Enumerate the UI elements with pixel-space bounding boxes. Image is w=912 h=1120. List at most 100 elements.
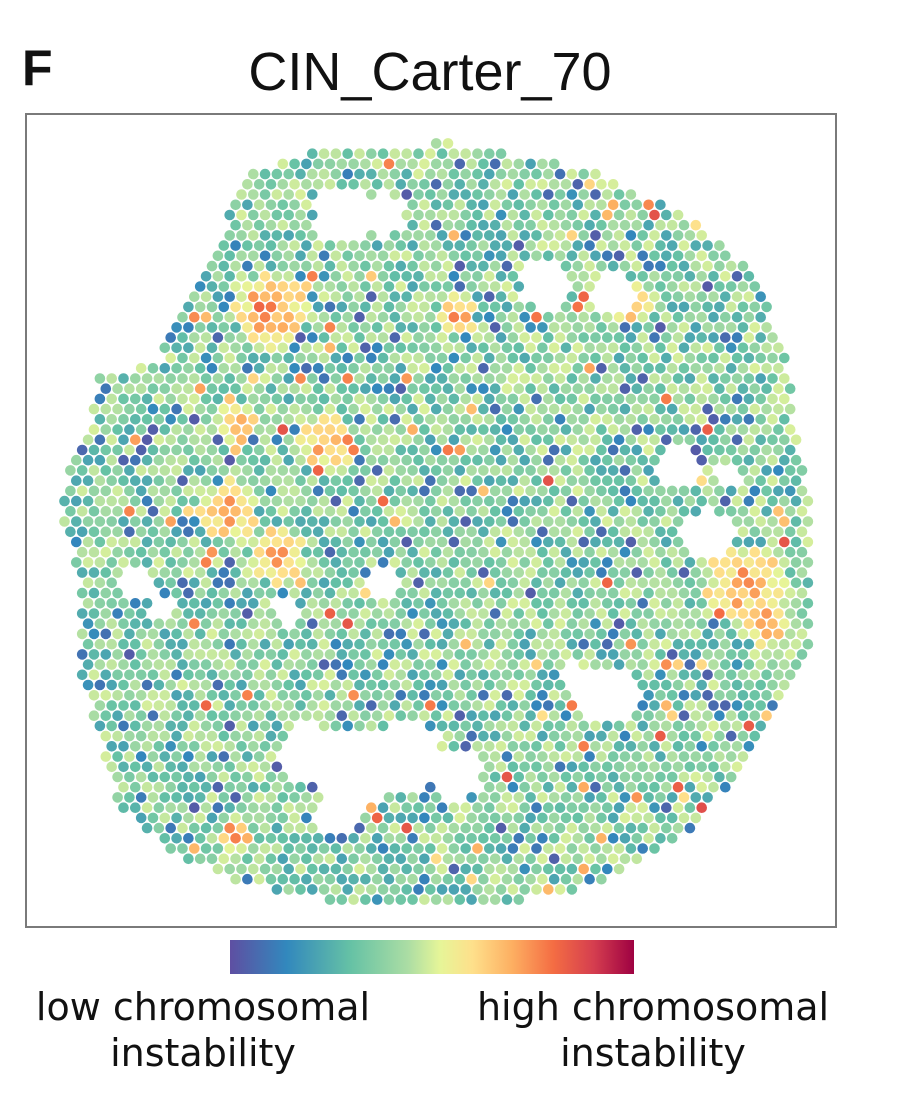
spot-3065 xyxy=(484,761,495,773)
spot-2916 xyxy=(637,720,648,732)
spot-140 xyxy=(301,199,312,211)
spot-3145 xyxy=(519,781,530,793)
spot-2512 xyxy=(407,649,418,660)
spot-3286 xyxy=(572,812,584,824)
spot-423 xyxy=(625,271,637,282)
spot-1148 xyxy=(519,414,530,425)
spot-2832 xyxy=(218,710,230,721)
spot-2371 xyxy=(206,628,218,640)
spot-2246 xyxy=(135,608,147,619)
spot-1407 xyxy=(767,454,778,466)
spot-2260 xyxy=(348,608,359,619)
spot-1412 xyxy=(88,465,100,476)
spot-2801 xyxy=(484,700,495,711)
spot-1147 xyxy=(507,414,519,425)
spot-541 xyxy=(478,301,489,313)
spot-2471 xyxy=(661,638,672,650)
spot-1001 xyxy=(189,393,200,405)
spot-683 xyxy=(413,332,424,343)
spot-630 xyxy=(395,322,407,333)
spot-2747 xyxy=(466,690,477,701)
spot-3043 xyxy=(666,751,678,762)
spot-2894 xyxy=(342,720,354,732)
spot-1296 xyxy=(124,444,135,456)
spot-936 xyxy=(124,383,135,395)
spot-2428 xyxy=(153,638,165,650)
spot-3186 xyxy=(466,792,477,803)
spot-1060 xyxy=(183,403,194,415)
spot-2847 xyxy=(395,710,407,721)
spot-1292 xyxy=(76,444,88,456)
spot-3360 xyxy=(383,833,395,844)
spot-930 xyxy=(743,373,755,384)
spot-2564 xyxy=(295,659,306,670)
spot-2212 xyxy=(472,598,483,609)
spot-1113 xyxy=(106,414,117,425)
spot-497 xyxy=(448,291,460,302)
spot-3314 xyxy=(377,822,389,834)
spot-2570 xyxy=(366,659,377,670)
spot-2367 xyxy=(159,628,171,640)
spot-2569 xyxy=(354,659,365,670)
spot-2956 xyxy=(596,730,607,742)
spot-1563 xyxy=(525,485,536,497)
spot-991 xyxy=(773,383,784,395)
spot-674 xyxy=(307,332,318,343)
spot-1164 xyxy=(708,414,719,425)
spot-3471 xyxy=(271,863,283,875)
spot-1263 xyxy=(460,434,472,446)
spot-908 xyxy=(484,373,495,384)
spot-1841 xyxy=(189,536,200,548)
spot-3538 xyxy=(330,884,342,895)
spot-2424 xyxy=(106,638,117,650)
spot-1154 xyxy=(590,414,601,425)
spot-1115 xyxy=(130,414,141,425)
spot-1702 xyxy=(666,506,678,517)
spot-1204 xyxy=(478,424,489,435)
spot-841 xyxy=(383,363,395,374)
spot-1590 xyxy=(94,495,106,507)
spot-1071 xyxy=(312,403,324,415)
spot-606 xyxy=(708,311,719,323)
spot-1765 xyxy=(672,516,684,527)
spot-993 xyxy=(94,393,106,405)
spot-746 xyxy=(537,342,548,354)
spot-2144 xyxy=(324,587,336,599)
spot-887 xyxy=(236,373,247,384)
spot-2216 xyxy=(519,598,530,609)
spot-2154 xyxy=(466,587,477,599)
spot-2284 xyxy=(631,608,643,619)
spot-1047 xyxy=(731,393,743,405)
spot-3218 xyxy=(248,802,259,813)
spot-3558 xyxy=(566,884,578,895)
spot-2709 xyxy=(720,679,731,691)
spot-2149 xyxy=(407,587,418,599)
spot-93 xyxy=(478,179,489,190)
spot-2977 xyxy=(189,741,200,752)
spot-1926 xyxy=(501,546,513,558)
spot-1223 xyxy=(702,424,713,435)
spot-158 xyxy=(607,199,619,211)
spot-3497 xyxy=(578,863,589,875)
spot-2504 xyxy=(312,649,324,660)
spot-2789 xyxy=(342,700,354,711)
spot-3210 xyxy=(153,802,165,813)
spot-1898 xyxy=(171,546,182,558)
spot-3531 xyxy=(584,873,595,885)
spot-2411 xyxy=(678,628,690,640)
spot-1671 xyxy=(301,506,312,517)
spot-3130 xyxy=(189,781,200,793)
spot-1153 xyxy=(578,414,589,425)
spot-2329 xyxy=(448,618,460,629)
spot-1398 xyxy=(625,454,637,466)
spot-3089 xyxy=(135,771,147,783)
spot-3071 xyxy=(554,761,566,773)
spot-2006 xyxy=(743,557,755,568)
spot-2615 xyxy=(183,669,194,681)
spot-1170 xyxy=(779,414,790,425)
spot-1367 xyxy=(259,454,271,466)
spot-1675 xyxy=(348,506,359,517)
spot-2221 xyxy=(578,598,589,609)
spot-3221 xyxy=(283,802,295,813)
spot-321 xyxy=(389,250,401,262)
